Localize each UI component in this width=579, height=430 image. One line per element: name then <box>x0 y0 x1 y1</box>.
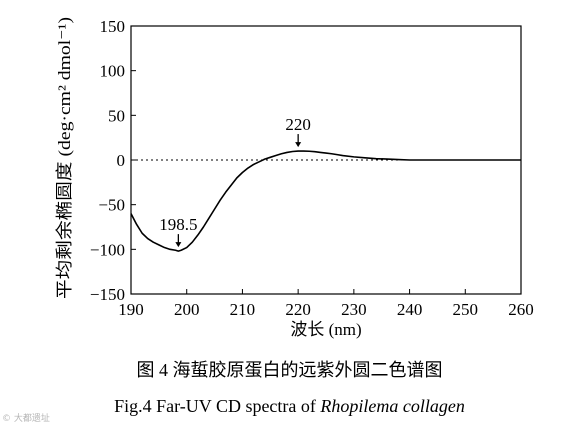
x-tick-label: 220 <box>285 300 311 319</box>
y-axis-ticks: −150 −100 −50 0 50 100 150 <box>90 17 136 304</box>
annotation-label: 198.5 <box>159 215 197 234</box>
y-tick-label: 100 <box>100 62 126 81</box>
watermark-logo: © 大都遗址 <box>2 414 50 424</box>
x-tick-label: 250 <box>453 300 479 319</box>
figure-caption-english: Fig.4 Far-UV CD spectra of Rhopilema col… <box>0 396 579 417</box>
x-tick-label: 260 <box>508 300 534 319</box>
x-tick-label: 200 <box>174 300 200 319</box>
x-tick-label: 230 <box>341 300 367 319</box>
annotation-label: 220 <box>285 115 311 134</box>
annotation-arrow-head <box>295 142 302 148</box>
annotation-arrow-head <box>175 242 182 248</box>
figure-caption-chinese: 图 4 海蜇胶原蛋白的远紫外圆二色谱图 <box>136 360 443 380</box>
peak-annotations: 198.5 220 <box>159 115 311 248</box>
series-line <box>130 150 521 252</box>
x-axis-ticks: 190 200 210 220 230 240 250 260 <box>118 289 534 319</box>
y-tick-label: −150 <box>90 285 125 304</box>
y-tick-label: 0 <box>117 151 126 170</box>
y-tick-label: 150 <box>100 17 126 36</box>
x-tick-label: 190 <box>118 300 144 319</box>
x-tick-label: 240 <box>397 300 423 319</box>
y-tick-label: 50 <box>108 106 125 125</box>
caption-english-main: Fig.4 Far-UV CD spectra of <box>114 396 321 416</box>
x-tick-label: 210 <box>230 300 256 319</box>
y-tick-label: −50 <box>98 196 125 215</box>
y-axis-label: 平均剩余椭圆度 (deg·cm² dmol⁻¹) <box>55 17 74 299</box>
y-tick-label: −100 <box>90 240 125 259</box>
x-axis-label: 波长 (nm) <box>290 320 361 339</box>
caption-english-italic: Rhopilema collagen <box>320 396 465 416</box>
